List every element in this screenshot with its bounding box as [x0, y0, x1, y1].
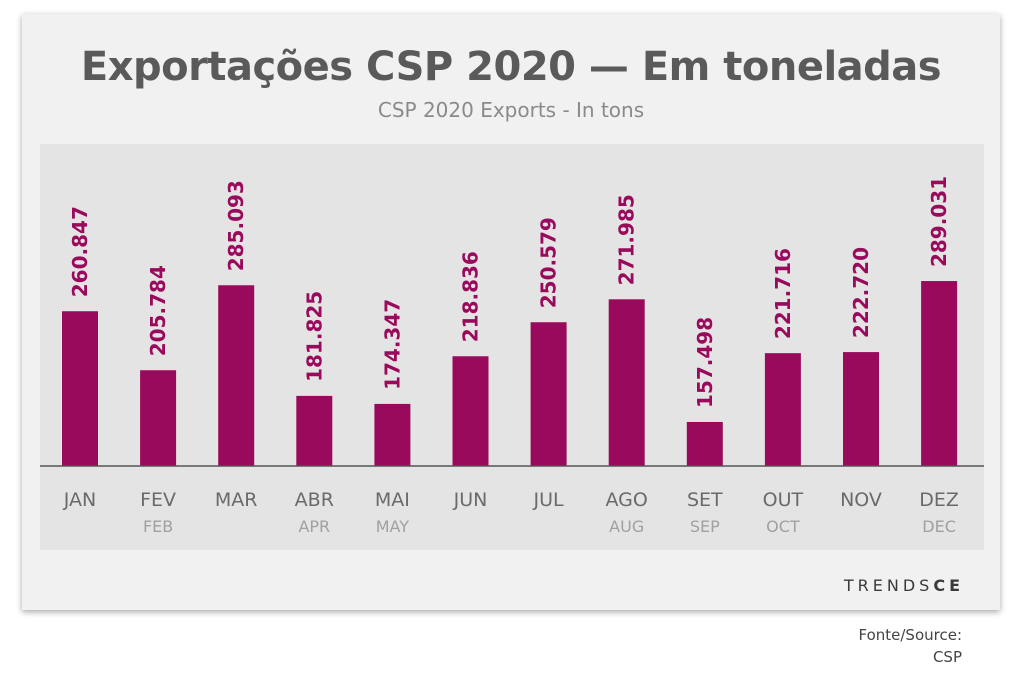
bar-dez: [921, 281, 958, 466]
value-label-dez: 289.031: [927, 176, 951, 267]
source-note: Fonte/Source: CSP: [858, 624, 962, 668]
tick-label-en-feb: FEB: [143, 517, 173, 536]
source-label: Fonte/Source:: [858, 626, 962, 644]
tick-label-en-apr: APR: [298, 517, 330, 536]
bar-out: [764, 353, 801, 466]
tick-label-jul: JUL: [533, 489, 565, 511]
value-label-nov: 222.720: [849, 247, 873, 338]
value-label-abr: 181.825: [302, 291, 326, 382]
tick-label-out: OUT: [763, 489, 804, 511]
value-label-jan: 260.847: [68, 206, 92, 297]
bar-mai: [374, 403, 411, 466]
bar-chart: 260.847 JAN 205.784 FEV FEB 285.093 MAR 181.825…: [40, 176, 984, 536]
tick-label-mar: MAR: [215, 489, 258, 511]
bar-ago: [608, 299, 645, 466]
tick-label-en-dec: DEC: [922, 517, 956, 536]
value-label-mar: 285.093: [224, 180, 248, 271]
tick-label-en-oct: OCT: [766, 517, 800, 536]
tick-label-jan: JAN: [63, 489, 96, 511]
bar-jun: [452, 356, 489, 466]
value-label-out: 221.716: [771, 248, 795, 339]
logo-text-b: CE: [933, 576, 964, 595]
bar-abr: [296, 395, 333, 466]
tick-label-en-sep: SEP: [690, 517, 720, 536]
tick-label-set: SET: [687, 489, 723, 511]
value-label-jul: 250.579: [537, 217, 561, 308]
value-label-ago: 271.985: [615, 194, 639, 285]
source-value: CSP: [932, 648, 962, 666]
bar-mar: [218, 285, 255, 466]
tick-label-mai: MAI: [375, 489, 410, 511]
tick-label-nov: NOV: [840, 489, 882, 511]
tick-label-en-may: MAY: [376, 517, 410, 536]
bar-set: [686, 421, 723, 466]
tick-label-fev: FEV: [140, 489, 176, 511]
bar-nov: [843, 352, 879, 466]
chart-title: Exportações CSP 2020 — Em toneladas: [80, 44, 942, 90]
trendsce-logo: TRENDSCE: [844, 576, 964, 595]
chart-subtitle: CSP 2020 Exports - In tons: [377, 98, 645, 122]
value-label-fev: 205.784: [146, 265, 170, 356]
tick-label-dez: DEZ: [919, 489, 959, 511]
bar-jul: [530, 322, 567, 466]
chart-card: Exportações CSP 2020 — Em toneladas CSP …: [22, 14, 1000, 610]
tick-label-en-aug: AUG: [609, 517, 644, 536]
tick-label-ago: AGO: [606, 489, 648, 511]
logo-text-a: TRENDS: [843, 576, 934, 595]
tick-label-abr: ABR: [295, 489, 334, 511]
value-label-jun: 218.836: [459, 251, 483, 342]
tick-label-jun: JUN: [453, 489, 488, 511]
plot-area: 260.847 JAN 205.784 FEV FEB 285.093 MAR 181.825…: [40, 144, 984, 550]
value-label-set: 157.498: [693, 317, 717, 408]
bar-jan: [62, 311, 98, 466]
value-label-mai: 174.347: [380, 299, 404, 390]
bar-fev: [140, 370, 177, 466]
